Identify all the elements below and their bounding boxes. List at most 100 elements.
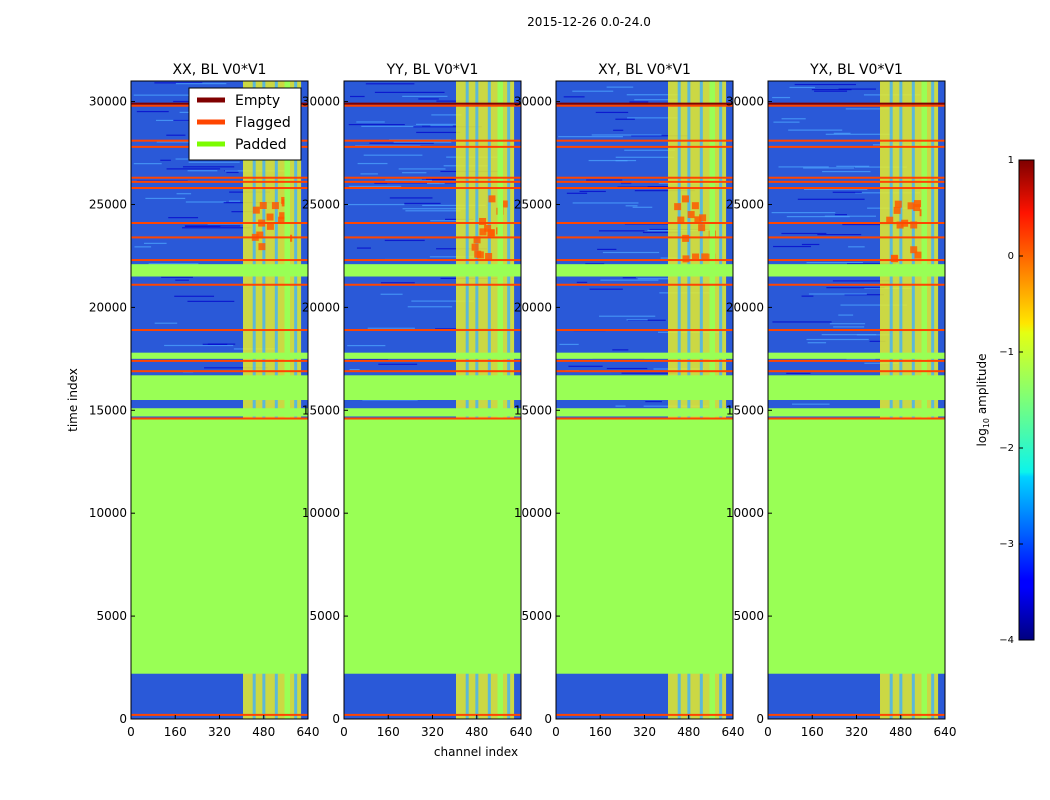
x-tick-label: 160: [377, 725, 400, 739]
noise-streak: [411, 300, 474, 302]
flagged-row: [344, 145, 521, 148]
noise-streak: [600, 279, 659, 281]
noise-streak: [602, 251, 660, 254]
noise-streak: [160, 159, 171, 161]
noise-streak: [378, 363, 418, 365]
noise-streak: [632, 206, 653, 208]
flagged-row: [131, 329, 308, 332]
noise-streak: [143, 242, 167, 244]
noise-streak: [380, 293, 403, 295]
colorbar-label: log10 amplitude: [975, 354, 991, 447]
y-tick-label: 25000: [89, 197, 127, 211]
noise-streak: [615, 160, 628, 162]
noise-streak: [402, 172, 427, 174]
noise-streak: [786, 216, 850, 218]
padded-time-range: [344, 418, 521, 674]
y-tick-label: 0: [544, 712, 552, 726]
flagged-row: [768, 104, 945, 107]
rfi-hotspot: [694, 216, 702, 224]
noise-streak: [845, 108, 896, 110]
y-tick-label: 5000: [96, 609, 127, 623]
flagged-row: [344, 222, 521, 225]
noise-streak: [407, 306, 453, 308]
y-axis-label: time index: [66, 368, 80, 432]
empty-row: [768, 102, 945, 105]
flagged-row: [131, 283, 308, 286]
flagged-row: [768, 259, 945, 262]
padded-time-range: [768, 418, 945, 674]
flagged-row: [344, 139, 521, 142]
noise-streak: [626, 319, 648, 321]
flagged-row: [556, 370, 733, 373]
noise-streak: [349, 95, 365, 98]
noise-streak: [834, 214, 848, 216]
noise-streak: [184, 225, 241, 227]
flagged-row: [768, 417, 945, 420]
noise-streak: [811, 88, 852, 91]
noise-streak: [803, 167, 855, 169]
colorbar-tick-label: −2: [999, 443, 1014, 454]
flagged-row: [556, 180, 733, 183]
noise-streak: [801, 295, 814, 297]
noise-streak: [634, 99, 678, 101]
noise-streak: [416, 123, 456, 125]
flagged-row: [556, 139, 733, 142]
flagged-row: [556, 259, 733, 262]
flagged-row: [556, 329, 733, 332]
padded-time-range: [768, 375, 945, 400]
noise-streak: [585, 263, 605, 265]
heatmap-panel-2: XY, BL V0*V1 0 160 320 480 640 0 5000 10000 15000…: [514, 62, 745, 739]
flagged-row: [768, 329, 945, 332]
noise-streak: [175, 158, 201, 160]
flagged-row: [131, 417, 308, 420]
noise-streak: [164, 344, 234, 347]
padded-time-range: [556, 375, 733, 400]
noise-streak: [606, 86, 634, 88]
padded-time-range: [556, 352, 733, 359]
rfi-hotspot: [252, 206, 260, 214]
noise-streak: [134, 246, 152, 248]
noise-streak: [631, 135, 689, 137]
colorbar-tick-label: −4: [999, 635, 1014, 646]
noise-streak: [425, 178, 454, 180]
noise-streak: [824, 215, 876, 217]
noise-streak: [188, 161, 240, 163]
rfi-hotspot: [698, 224, 706, 232]
flagged-row: [556, 145, 733, 148]
flagged-row: [344, 329, 521, 332]
noise-streak: [822, 170, 871, 173]
noise-streak: [398, 168, 446, 170]
rfi-hotspot: [259, 201, 267, 209]
rfi-hotspot: [266, 222, 274, 230]
colorbar-label-log: log: [975, 428, 989, 446]
noise-streak: [356, 121, 385, 123]
x-tick-label: 480: [252, 725, 275, 739]
x-tick-label: 160: [801, 725, 824, 739]
noise-streak: [626, 94, 681, 96]
noise-streak: [579, 190, 606, 193]
noise-streak: [803, 188, 868, 190]
noise-streak: [606, 367, 648, 370]
noise-streak: [367, 327, 415, 329]
flagged-row: [131, 176, 308, 179]
noise-streak: [357, 162, 388, 165]
flagged-row: [131, 236, 308, 239]
padded-time-range: [344, 264, 521, 277]
heatmap-panel-0: XX, BL V0*V1 0 160 320 480 640 0 5000 10000 15000…: [89, 62, 320, 739]
noise-streak: [404, 202, 441, 205]
colorbar: −4 −3 −2 −1 0 1 log10 amplitude: [975, 155, 1035, 646]
padded-time-range: [131, 418, 308, 674]
flagged-row: [556, 359, 733, 362]
noise-streak: [586, 179, 623, 181]
noise-streak: [612, 349, 629, 351]
flagged-row: [768, 176, 945, 179]
noise-streak: [817, 234, 862, 236]
noise-streak: [430, 220, 478, 222]
noise-streak: [588, 159, 637, 162]
noise-streak: [825, 133, 893, 135]
noise-streak: [416, 131, 461, 134]
noise-streak: [645, 400, 662, 403]
noise-streak: [848, 246, 865, 248]
noise-streak: [615, 118, 635, 120]
